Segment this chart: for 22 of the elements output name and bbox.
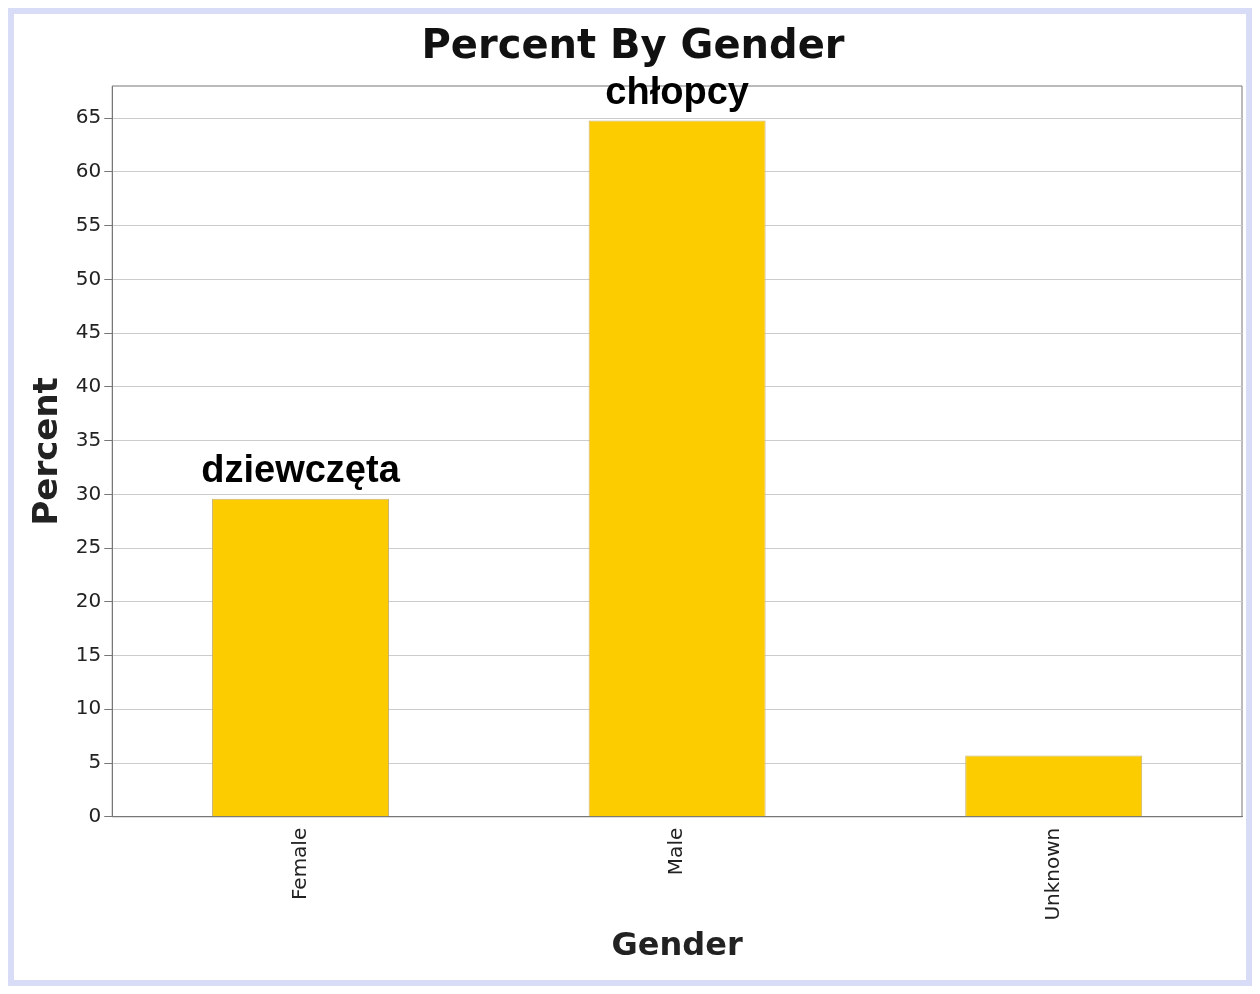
y-tick-label: 15 xyxy=(75,641,102,666)
y-tick-label: 5 xyxy=(88,749,102,774)
y-axis-title: Percent xyxy=(25,377,66,526)
y-tick-label: 25 xyxy=(75,534,102,559)
x-tick-label: Female xyxy=(286,827,311,901)
y-tick-label: 65 xyxy=(75,104,102,129)
y-tick-label: 20 xyxy=(75,588,102,613)
y-tick-label: 30 xyxy=(75,480,102,505)
annotation: dziewczęta xyxy=(201,448,401,491)
y-tick-label: 50 xyxy=(75,265,102,290)
y-tick-label: 0 xyxy=(88,802,102,827)
x-axis-title: Gender xyxy=(611,925,743,964)
y-tick-label: 55 xyxy=(75,211,102,236)
y-tick-label: 40 xyxy=(75,373,102,398)
chart-title: Percent By Gender xyxy=(421,21,845,68)
y-tick-label: 10 xyxy=(75,695,102,720)
y-tick-label: 60 xyxy=(75,158,102,183)
x-tick-label: Unknown xyxy=(1039,827,1064,921)
y-tick-label: 45 xyxy=(75,319,102,344)
annotation: chłopcy xyxy=(605,69,749,112)
y-tick-label: 35 xyxy=(75,426,102,451)
x-tick-label: Male xyxy=(663,827,688,876)
